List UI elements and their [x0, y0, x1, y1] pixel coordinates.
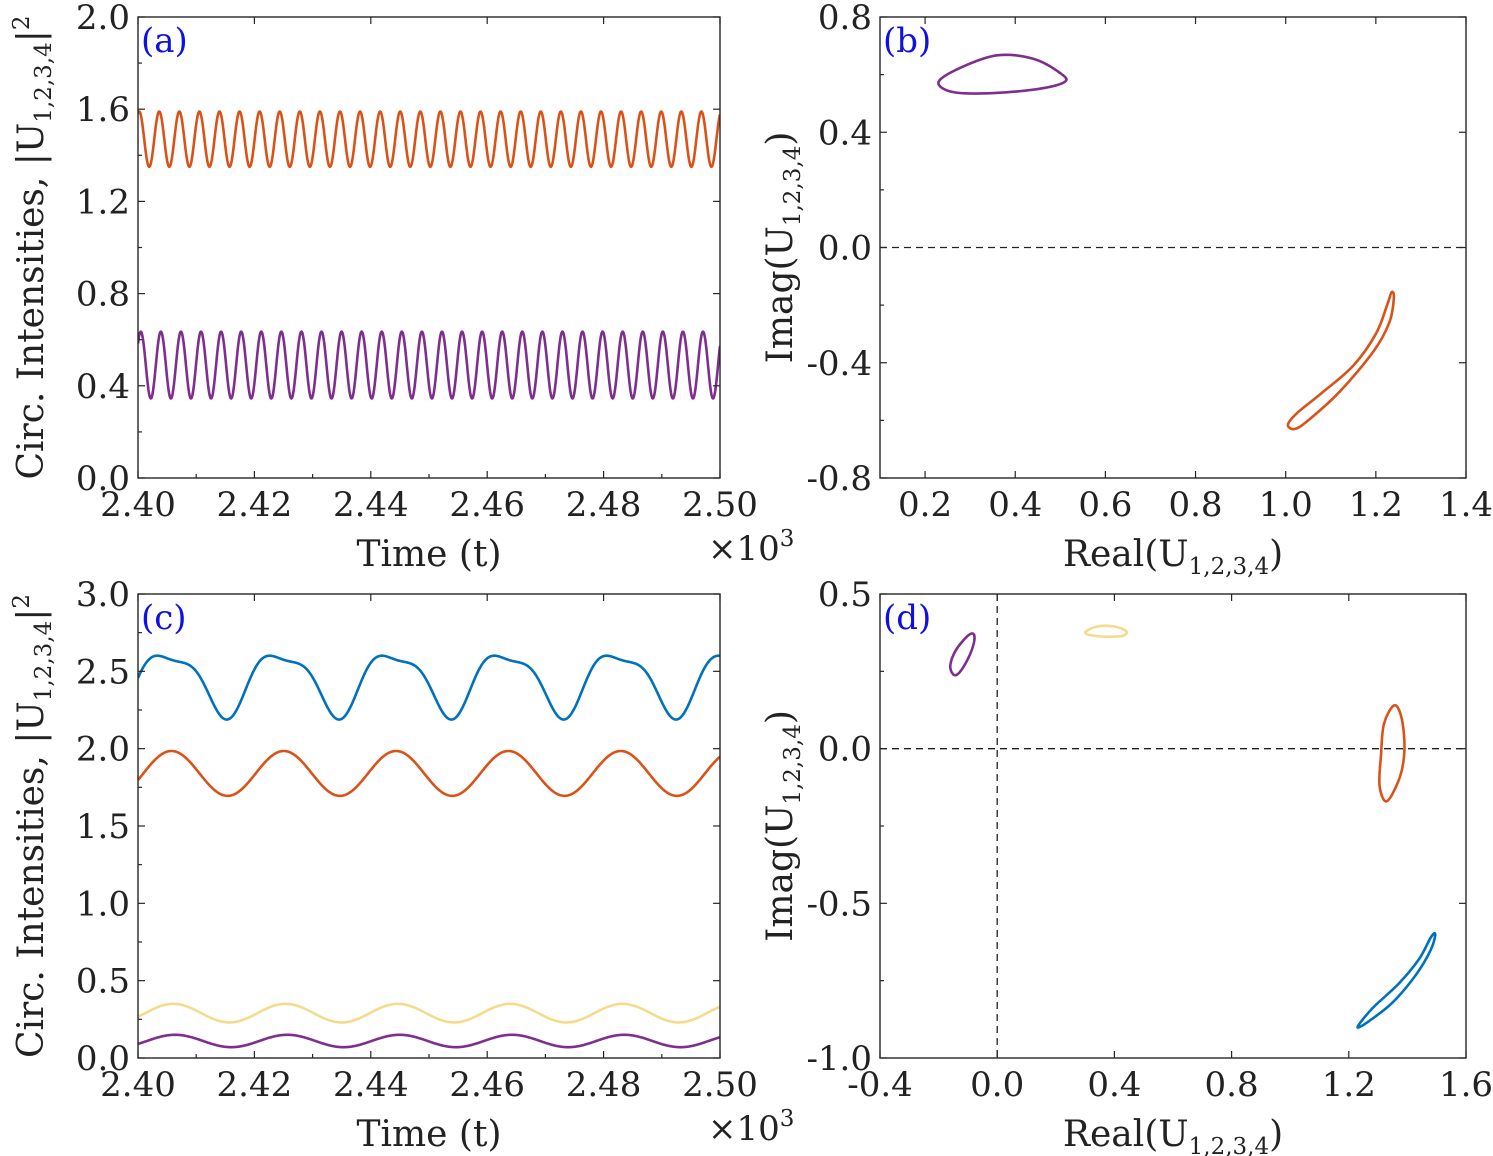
y-tick-label: 0.0	[76, 1039, 130, 1079]
x-tick-label: 2.40	[100, 1065, 176, 1105]
x-axis-label: Real(U1,2,3,4)	[1063, 534, 1283, 580]
y-tick-label: 0.8	[76, 275, 130, 315]
orbit-orange	[1377, 704, 1406, 803]
x-exponent-label: ×103	[708, 1106, 794, 1149]
y-tick-label: 1.2	[76, 182, 130, 222]
y-tick-label: 2.5	[76, 652, 130, 692]
x-tick-label: -0.4	[847, 1065, 913, 1105]
x-tick-label: 0.4	[1087, 1065, 1141, 1105]
panel-a: 2.40 2.42 2.44 2.46 2.48 2.50 0.0 0.4 0.8 1.2 1.6 2…	[9, 0, 794, 575]
y-tick-label: 0.5	[76, 962, 130, 1002]
y-tick-label: 0.8	[818, 0, 872, 38]
y-axis-label: Circ. Intensities, |U1,2,3,4|2	[9, 594, 57, 1058]
x-tick-label: 0.0	[970, 1065, 1024, 1105]
x-tick-label: 2.50	[682, 1065, 758, 1105]
orbit-blue	[1356, 931, 1437, 1029]
series-line-orange	[138, 110, 720, 169]
panel-tag: (c)	[141, 598, 187, 638]
x-tick-label: 2.48	[566, 1065, 642, 1105]
y-tick-label: 0.0	[76, 459, 130, 499]
orbit-purple	[937, 53, 1068, 95]
x-tick-label: 2.50	[682, 485, 758, 525]
x-tick-label: 0.2	[898, 485, 952, 525]
x-tick-label: 2.40	[100, 485, 176, 525]
panel-b: 0.2 0.4 0.6 0.8 1.0 1.2 1.4 -0.8 -0.4 0.0 0.4 0.8 (b…	[760, 0, 1493, 580]
x-tick-label: 0.6	[1078, 485, 1132, 525]
x-tick-label: 2.42	[217, 485, 293, 525]
y-tick-label: 0.0	[818, 229, 872, 269]
y-tick-label: 0.0	[818, 730, 872, 770]
y-tick-label: 1.5	[76, 807, 130, 847]
y-tick-label: -0.5	[806, 884, 872, 924]
x-axis-label: Time (t)	[357, 534, 502, 575]
y-tick-label: 0.5	[818, 575, 872, 615]
orbit-purple	[948, 632, 976, 677]
x-tick-label: 1.0	[1259, 485, 1313, 525]
axes-frame	[137, 16, 721, 479]
series-line-yellow	[138, 1002, 720, 1024]
x-tick-label: 2.48	[566, 485, 642, 525]
x-tick-label: 1.6	[1439, 1065, 1493, 1105]
panel-d: -0.4 0.0 0.4 0.8 1.2 1.6 -1.0 -0.5 0.0 0.5 (d) Real…	[760, 575, 1493, 1156]
x-tick-label: 2.42	[217, 1065, 293, 1105]
y-tick-label: 1.0	[76, 884, 130, 924]
y-tick-label: 2.0	[76, 0, 130, 38]
x-tick-label: 2.44	[333, 1065, 409, 1105]
panel-tag: (b)	[883, 21, 931, 61]
series-line-blue	[138, 654, 720, 721]
x-tick-label: 1.2	[1349, 485, 1403, 525]
x-exponent-label: ×103	[708, 526, 794, 569]
series-line-orange	[138, 749, 720, 798]
x-tick-label: 2.46	[449, 1065, 525, 1105]
panel-tag: (a)	[141, 21, 188, 61]
y-axis-label: Circ. Intensities, |U1,2,3,4|2	[9, 15, 57, 479]
y-tick-label: -0.8	[806, 459, 872, 499]
y-tick-label: 0.4	[76, 367, 130, 407]
panel-tag: (d)	[883, 598, 931, 638]
panel-c: 2.40 2.42 2.44 2.46 2.48 2.50 0.0 0.5 1.0 1.5 2.0 2…	[9, 575, 794, 1155]
y-tick-label: 1.6	[76, 90, 130, 130]
axes-frame	[879, 593, 1467, 1059]
x-axis-label: Real(U1,2,3,4)	[1063, 1114, 1283, 1156]
y-tick-label: 3.0	[76, 575, 130, 615]
x-tick-label: 2.46	[449, 485, 525, 525]
series-line-purple	[138, 1033, 720, 1049]
x-tick-label: 0.4	[988, 485, 1042, 525]
y-tick-label: -0.4	[806, 344, 872, 384]
y-tick-label: 2.0	[76, 730, 130, 770]
series-line-purple	[138, 330, 720, 400]
y-tick-label: 0.4	[818, 113, 872, 153]
y-tick-label: -1.0	[806, 1039, 872, 1079]
orbit-orange	[1286, 290, 1396, 431]
y-axis-label: Imag(U1,2,3,4)	[760, 132, 806, 364]
y-axis-label: Imag(U1,2,3,4)	[760, 710, 806, 942]
x-tick-label: 0.8	[1168, 485, 1222, 525]
x-tick-label: 1.2	[1322, 1065, 1376, 1105]
x-tick-label: 2.44	[333, 485, 409, 525]
x-tick-label: 1.4	[1439, 485, 1493, 525]
x-tick-label: 0.8	[1205, 1065, 1259, 1105]
x-axis-label: Time (t)	[357, 1114, 502, 1155]
orbit-yellow	[1083, 624, 1128, 638]
